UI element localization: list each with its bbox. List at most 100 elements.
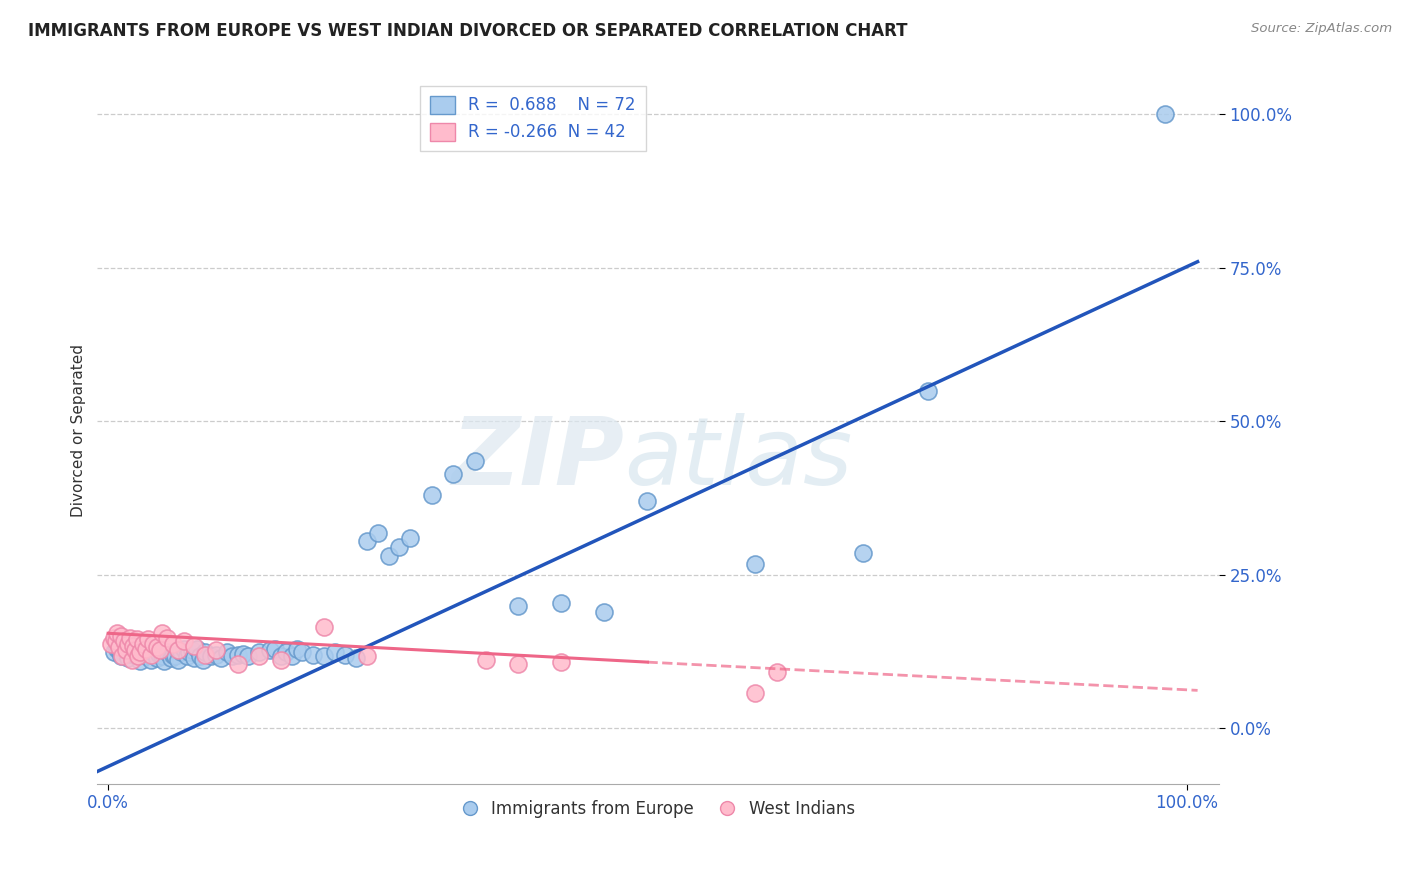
Point: [124, 648, 146, 662]
Point: [205, 648, 228, 662]
Point: [135, 641, 157, 656]
Point: [637, 494, 659, 508]
Text: ZIP: ZIP: [451, 413, 624, 505]
Point: [420, 488, 443, 502]
Point: [142, 637, 165, 651]
Point: [312, 648, 335, 663]
Point: [506, 657, 529, 671]
Point: [852, 546, 875, 560]
Point: [149, 643, 172, 657]
Point: [176, 648, 198, 663]
Point: [181, 643, 204, 657]
Point: [550, 596, 572, 610]
Point: [441, 467, 464, 481]
Point: [104, 634, 127, 648]
Point: [118, 631, 141, 645]
Point: [167, 653, 190, 667]
Point: [186, 641, 208, 656]
Point: [280, 648, 302, 663]
Point: [100, 637, 122, 651]
Point: [506, 599, 529, 613]
Point: [122, 639, 145, 653]
Point: [367, 526, 389, 541]
Point: [205, 643, 228, 657]
Point: [302, 648, 325, 662]
Point: [593, 605, 616, 619]
Point: [388, 541, 411, 555]
Point: [399, 531, 422, 545]
Point: [108, 640, 131, 655]
Point: [162, 637, 184, 651]
Point: [162, 648, 184, 662]
Point: [111, 648, 134, 663]
Point: [215, 645, 238, 659]
Point: [129, 654, 152, 668]
Point: [312, 620, 335, 634]
Point: [259, 643, 281, 657]
Point: [744, 557, 766, 571]
Point: [136, 641, 159, 656]
Point: [145, 640, 167, 655]
Point: [270, 653, 292, 667]
Point: [232, 647, 254, 661]
Point: [170, 645, 193, 659]
Point: [285, 641, 308, 656]
Text: atlas: atlas: [624, 413, 853, 504]
Point: [274, 645, 297, 659]
Point: [142, 645, 165, 659]
Point: [141, 653, 163, 667]
Point: [112, 640, 135, 655]
Point: [121, 639, 143, 653]
Point: [209, 650, 232, 665]
Point: [118, 647, 141, 661]
Point: [131, 637, 153, 651]
Point: [150, 626, 173, 640]
Point: [163, 648, 186, 663]
Point: [917, 384, 939, 398]
Point: [356, 648, 378, 663]
Point: [131, 645, 153, 659]
Point: [247, 645, 270, 659]
Point: [177, 645, 200, 659]
Point: [344, 650, 367, 665]
Point: [188, 648, 211, 663]
Point: [127, 632, 149, 647]
Point: [141, 648, 163, 662]
Point: [377, 549, 399, 564]
Point: [238, 648, 260, 663]
Point: [226, 648, 249, 662]
Point: [148, 647, 170, 661]
Point: [103, 631, 125, 645]
Point: [264, 641, 287, 656]
Point: [183, 639, 205, 653]
Point: [129, 645, 152, 659]
Point: [108, 643, 131, 657]
Point: [744, 686, 766, 700]
Point: [464, 454, 486, 468]
Point: [550, 655, 572, 669]
Point: [221, 648, 243, 663]
Point: [135, 648, 157, 663]
Point: [105, 641, 128, 656]
Point: [115, 643, 138, 657]
Point: [145, 650, 167, 665]
Text: IMMIGRANTS FROM EUROPE VS WEST INDIAN DIVORCED OR SEPARATED CORRELATION CHART: IMMIGRANTS FROM EUROPE VS WEST INDIAN DI…: [28, 22, 908, 40]
Point: [153, 654, 176, 668]
Point: [136, 632, 159, 647]
Point: [112, 634, 135, 648]
Point: [156, 631, 179, 645]
Point: [103, 645, 125, 659]
Point: [194, 648, 217, 662]
Point: [127, 643, 149, 657]
Point: [247, 648, 270, 663]
Point: [226, 657, 249, 671]
Point: [110, 629, 132, 643]
Point: [110, 648, 132, 663]
Point: [335, 648, 357, 662]
Point: [117, 637, 139, 651]
Point: [323, 645, 346, 659]
Point: [173, 634, 195, 648]
Point: [766, 665, 789, 679]
Point: [173, 641, 195, 656]
Point: [194, 645, 217, 659]
